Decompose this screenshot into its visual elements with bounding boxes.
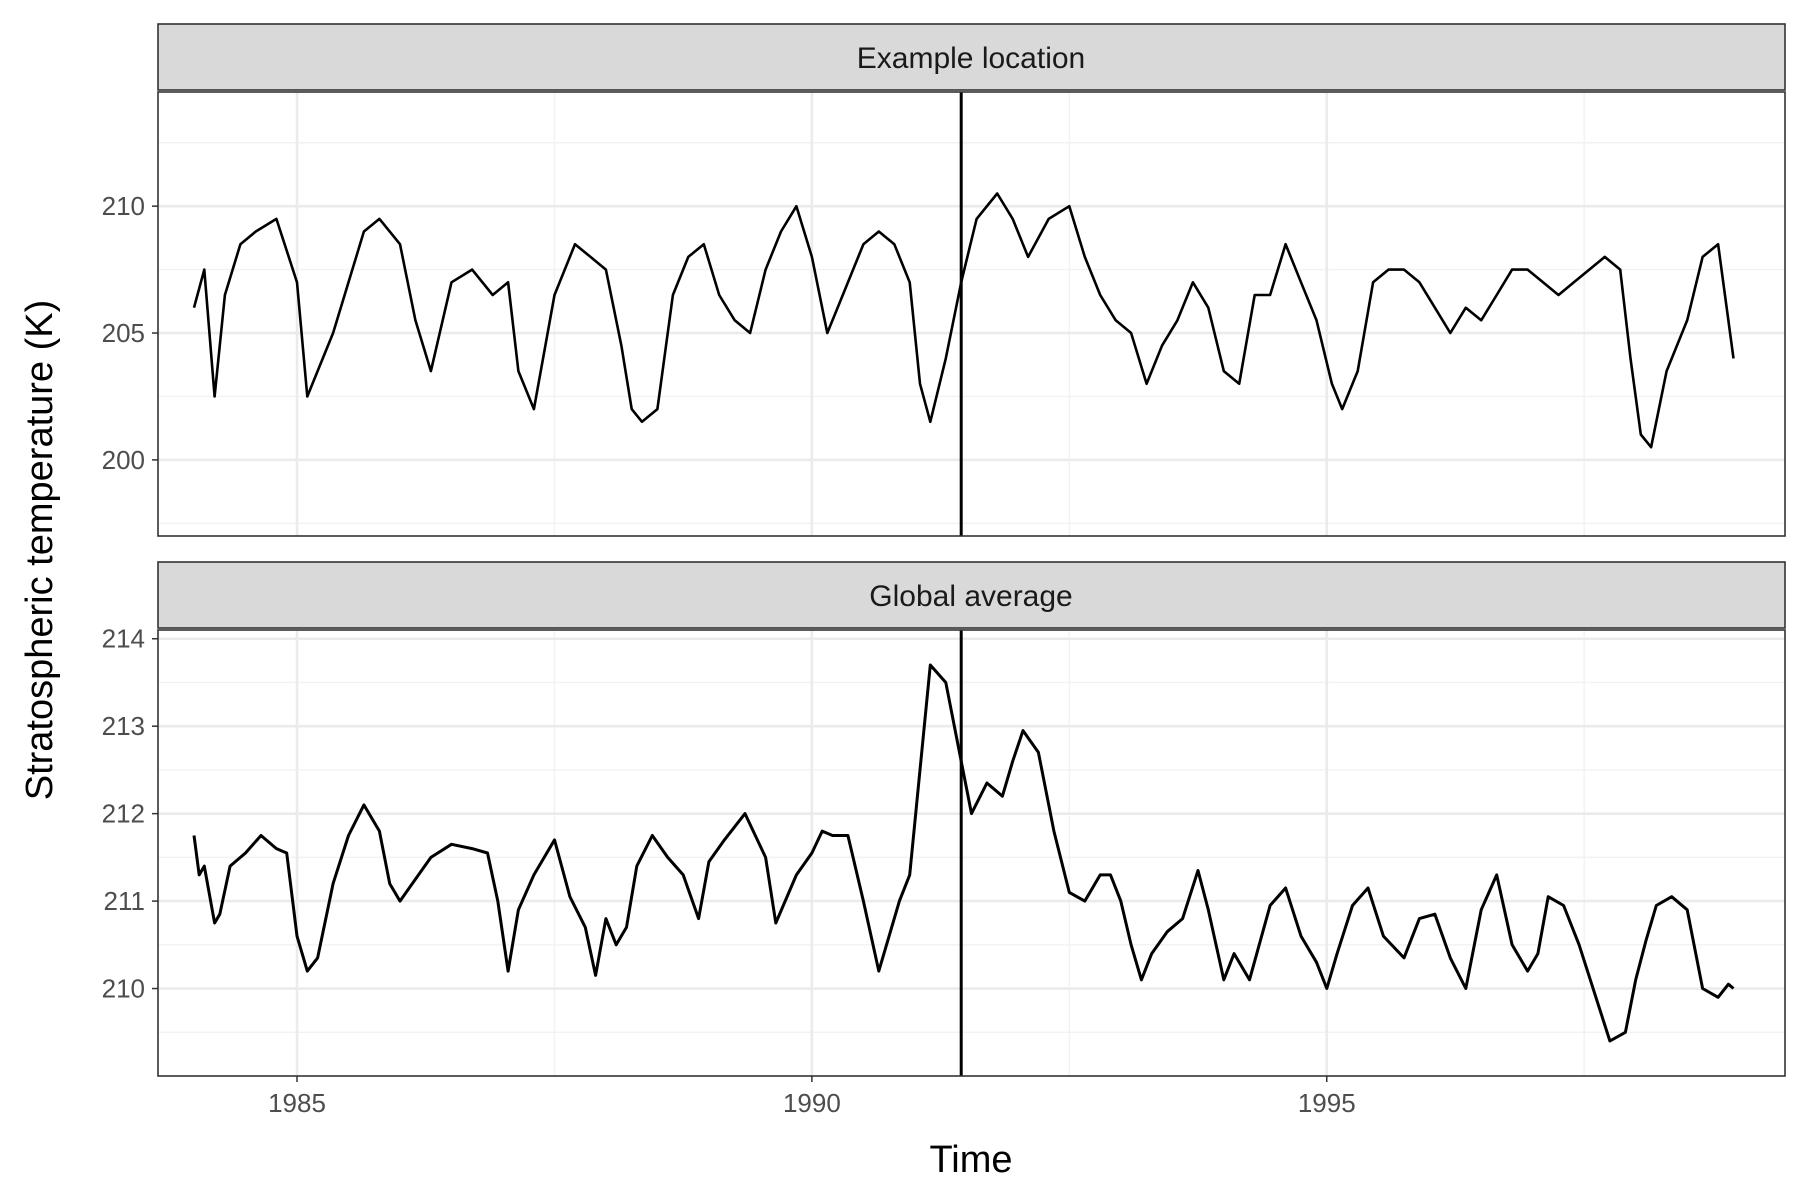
y-axis: 200 205 210 <box>102 191 158 475</box>
plot-border <box>157 629 1786 1077</box>
x-axis-title: Time <box>929 1139 1012 1181</box>
y-tick-label: 200 <box>102 445 145 475</box>
y-axis: 210 211 212 213 214 <box>102 624 158 1004</box>
y-tick-label: 211 <box>104 886 145 916</box>
panel-global-average: Global average 210 211 212 213 214 <box>102 561 1786 1077</box>
panel-strip-title: Example location <box>857 42 1085 75</box>
series-line <box>192 663 1735 1043</box>
plot-area <box>158 92 1785 536</box>
series-lines <box>192 92 1735 536</box>
panel-example-location: Example location 200 205 210 <box>102 23 1786 537</box>
y-tick-label: 210 <box>102 191 145 221</box>
x-axis: 1985 1990 1995 <box>268 1076 1356 1118</box>
panel-strip <box>157 561 1786 629</box>
series-lines <box>192 630 1735 1076</box>
y-tick-label: 213 <box>102 711 145 741</box>
panel-strip <box>157 23 1786 91</box>
y-tick-label: 212 <box>102 799 145 829</box>
y-tick-label: 210 <box>102 974 145 1004</box>
panel-strip-title: Global average <box>869 580 1072 613</box>
x-tick-label: 1995 <box>1298 1088 1356 1118</box>
y-tick-label: 214 <box>102 624 145 654</box>
plot-area <box>158 630 1785 1076</box>
x-tick-label: 1985 <box>268 1088 326 1118</box>
plot-border <box>157 91 1786 537</box>
y-tick-label: 205 <box>102 318 145 348</box>
y-axis-title: Stratospheric temperature (K) <box>19 300 61 801</box>
x-tick-label: 1990 <box>783 1088 841 1118</box>
